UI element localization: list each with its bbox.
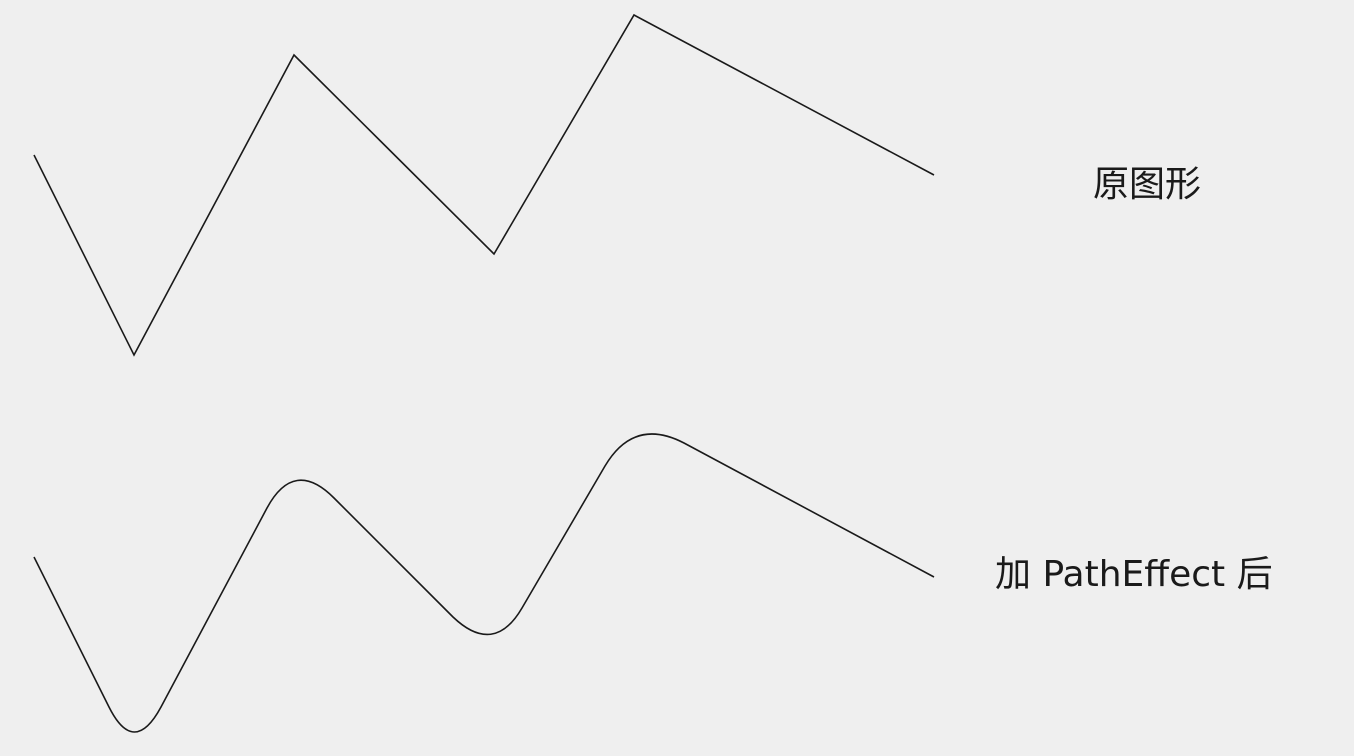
original-path: [33, 13, 935, 357]
original-shape-label: 原图形: [1093, 164, 1202, 205]
path-effect-label: 加 PathEffect 后: [995, 554, 1273, 595]
effect-path: [33, 433, 935, 733]
